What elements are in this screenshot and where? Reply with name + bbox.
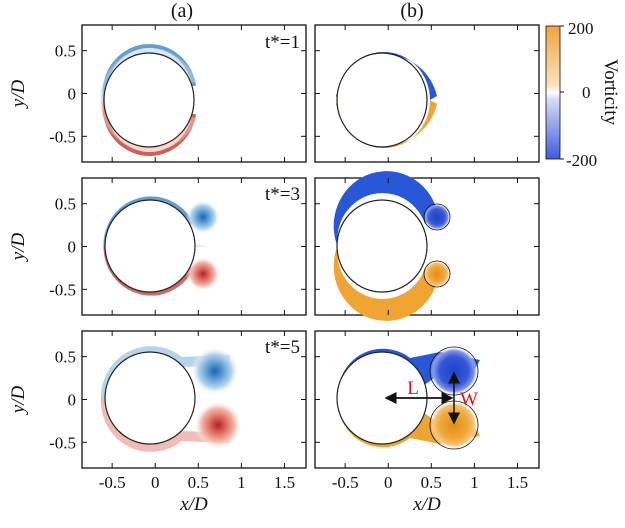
y-tick-label: 0.5	[55, 195, 76, 214]
colorbar-tick-min: -200	[566, 151, 597, 170]
width-label: W	[460, 389, 478, 410]
y-tick-label: -0.5	[49, 280, 76, 299]
colorbar-label: Vorticity	[600, 59, 621, 126]
y-axis-label: y/D	[8, 233, 29, 263]
x-tick-label: 0.5	[188, 473, 209, 492]
time-label-t5: t*=5	[265, 337, 300, 358]
time-label-t3: t*=3	[265, 184, 300, 205]
y-axes: 0.5 0 -0.5 y/D 0.5 0 -0.5 y/D 0.5 0 -0.5 y/D	[8, 42, 539, 452]
x-axis-label: x/D	[412, 494, 441, 515]
y-tick-label: 0	[68, 391, 77, 410]
time-label-t1: t*=1	[265, 32, 300, 53]
x-tick-label: 1	[470, 473, 479, 492]
length-label: L	[407, 378, 419, 399]
col-label-b: (b)	[400, 0, 423, 22]
y-tick-label: -0.5	[49, 127, 76, 146]
y-tick-label: -0.5	[49, 433, 76, 452]
colorbar: 200 0 -200 Vorticity	[545, 19, 621, 170]
y-tick-label: 0.5	[55, 42, 76, 61]
y-axis-label: y/D	[8, 386, 29, 416]
y-tick-label: 0.5	[55, 348, 76, 367]
x-tick-label: 0.5	[421, 473, 442, 492]
y-axis-label: y/D	[8, 80, 29, 110]
x-tick-label: 0	[384, 473, 393, 492]
panel-a-t3: t*=3	[81, 177, 307, 316]
colorbar-tick-max: 200	[568, 19, 594, 38]
panel-b-t5: L W	[314, 330, 540, 469]
x-tick-label: 0	[151, 473, 160, 492]
panel-a-t1: t*=1	[81, 24, 307, 163]
x-tick-label: -0.5	[332, 473, 359, 492]
x-tick-label: 1.5	[274, 473, 295, 492]
panel-b-t1	[314, 24, 540, 163]
colorbar-tick-zero: 0	[582, 83, 591, 102]
x-tick-label: 1	[237, 473, 246, 492]
x-axis-label: x/D	[179, 494, 208, 515]
x-axes: -0.5 0 0.5 1 1.5 x/D -0.5 0 0.5 1 1.5 x/D	[99, 25, 528, 515]
col-label-a: (a)	[171, 0, 193, 22]
y-tick-label: 0	[68, 85, 77, 104]
y-tick-label: 0	[68, 238, 77, 257]
panel-a-t5: t*=5	[81, 330, 307, 469]
panel-b-t3	[314, 171, 540, 321]
x-tick-label: 1.5	[507, 473, 528, 492]
x-tick-label: -0.5	[99, 473, 126, 492]
